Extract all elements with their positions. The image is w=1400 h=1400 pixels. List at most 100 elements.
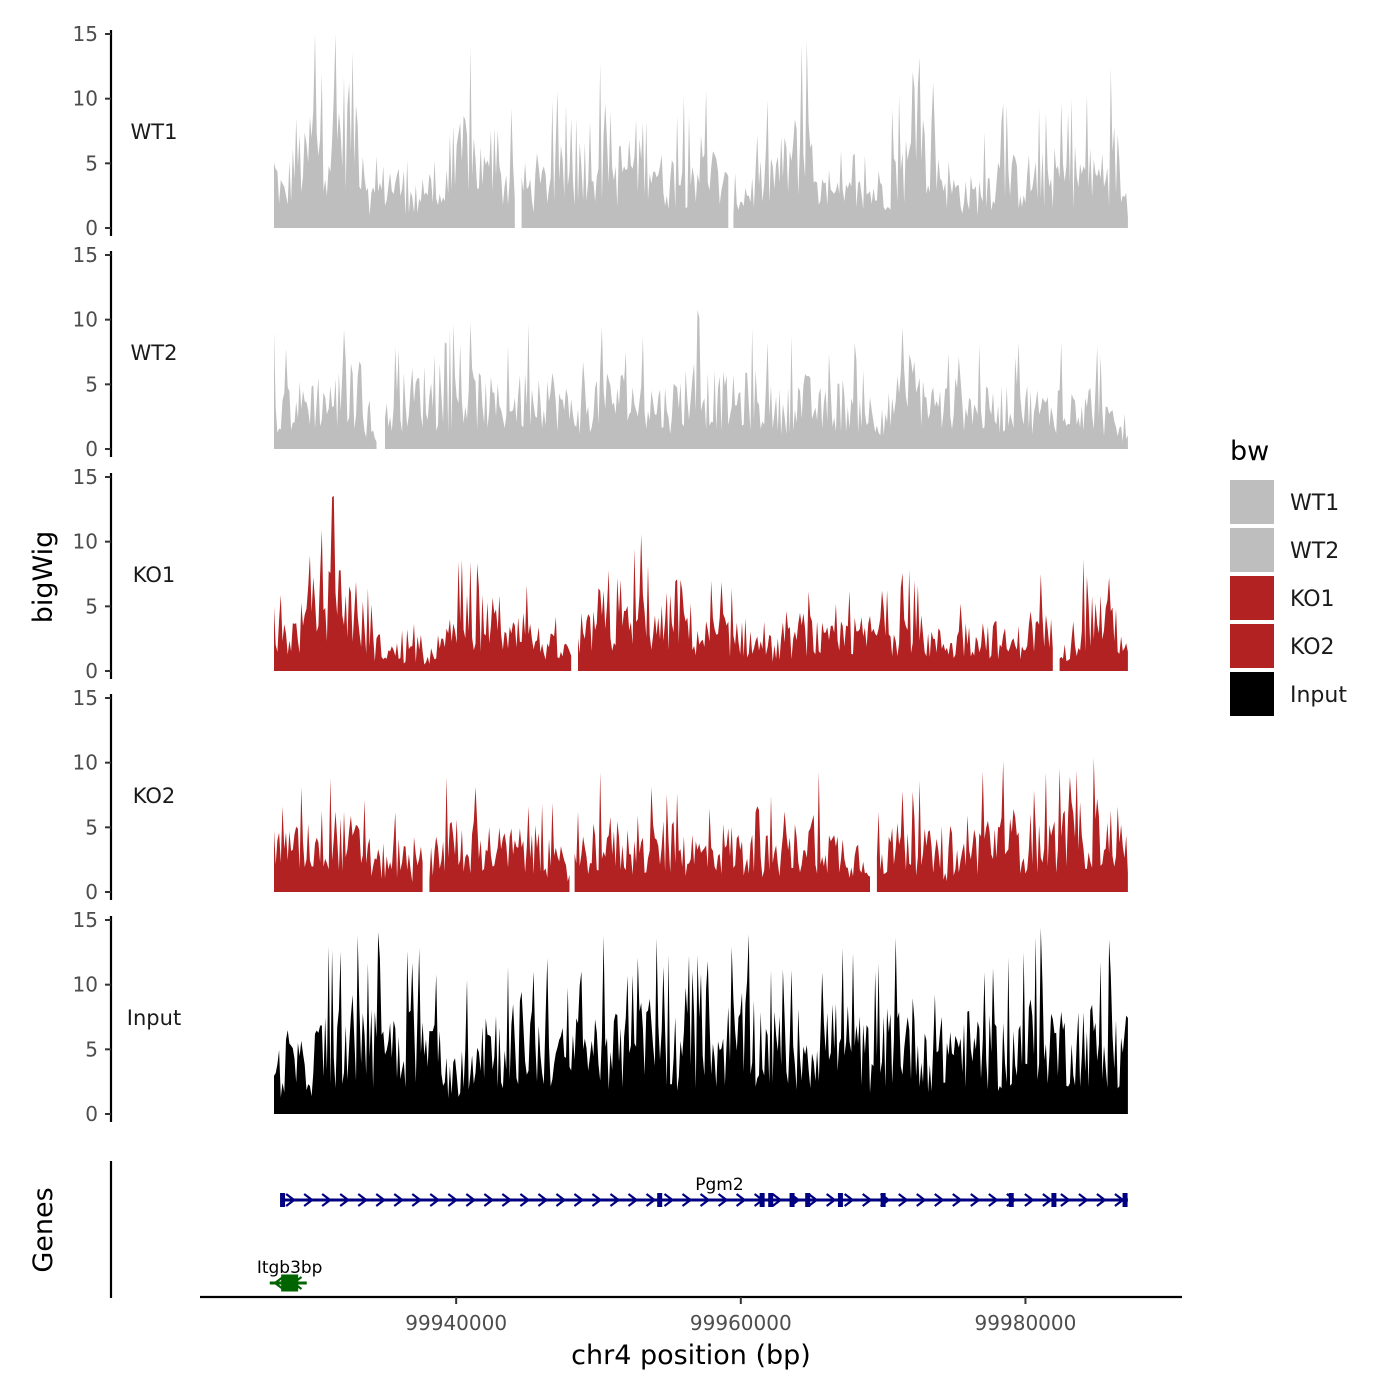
y-tick-label: 0: [85, 437, 98, 461]
strand-chevron: [771, 1193, 783, 1207]
strand-chevron: [573, 1193, 585, 1207]
y-tick-label: 5: [85, 372, 98, 396]
strand-chevron: [843, 1193, 855, 1207]
x-axis: 99940000 99960000 99980000: [200, 1295, 1182, 1335]
exon-mark: [1051, 1193, 1057, 1207]
track-ko2: 0 5 10 15 KO2: [73, 686, 1128, 904]
track-label: WT1: [131, 120, 178, 144]
strand-chevron: [393, 1193, 405, 1207]
strand-chevron: [862, 1193, 873, 1207]
y-tick-label: 0: [85, 659, 98, 683]
track-wt2: 0 5 10 15 WT2: [73, 243, 1128, 461]
x-tick-label: 99960000: [690, 1311, 792, 1335]
strand-chevron: [429, 1193, 441, 1207]
track-label: Input: [127, 1006, 181, 1030]
exon-mark: [880, 1193, 886, 1207]
y-axis-title: bigWig: [28, 531, 59, 624]
track-ko1: 0 5 10 15 KO1: [73, 465, 1128, 683]
strand-chevron: [645, 1193, 657, 1207]
track-label: KO1: [133, 563, 176, 587]
coverage-area-ko1: [1059, 558, 1128, 671]
exon-mark: [281, 1274, 299, 1292]
strand-chevron: [273, 1276, 284, 1290]
strand-chevron: [303, 1193, 314, 1207]
strand-chevron: [483, 1193, 495, 1207]
strand-chevron: [447, 1193, 459, 1207]
strand-chevron: [519, 1193, 531, 1207]
legend-label-input: Input: [1290, 683, 1347, 708]
strand-chevron: [916, 1193, 927, 1207]
strand-chevron: [970, 1193, 981, 1207]
y-tick-label: 5: [85, 594, 98, 618]
strand-chevron: [717, 1193, 729, 1207]
exon-mark: [1122, 1193, 1128, 1207]
legend-swatch-wt2: [1230, 528, 1274, 572]
exon-mark: [805, 1193, 811, 1207]
strand-chevron: [465, 1193, 477, 1207]
bigwig-panels: 0 5 10 15 WT1 0 5 10 15 WT2 0 5 10 15 KO1 0 5 10 15 KO2 0 5 10…: [73, 22, 1128, 1126]
y-tick-label: 15: [73, 465, 98, 489]
coverage-area-ko2: [429, 777, 570, 892]
coverage-area-input: [274, 927, 1128, 1114]
strand-chevron: [1060, 1193, 1071, 1207]
strand-chevron: [1078, 1193, 1089, 1207]
y-tick-label: 10: [73, 308, 98, 332]
exon-mark: [657, 1193, 663, 1207]
coverage-area-ko2: [876, 757, 1128, 892]
strand-chevron: [537, 1193, 549, 1207]
strand-chevron: [411, 1193, 423, 1207]
strand-chevron: [1096, 1193, 1107, 1207]
y-tick-label: 10: [73, 973, 98, 997]
coverage-area-wt2: [274, 330, 377, 449]
strand-chevron: [627, 1193, 639, 1207]
legend-title: bw: [1230, 436, 1269, 467]
strand-chevron: [339, 1193, 351, 1207]
strand-chevron: [699, 1193, 711, 1207]
y-tick-label: 15: [73, 22, 98, 46]
y-tick-label: 10: [73, 751, 98, 775]
strand-chevron: [285, 1193, 296, 1207]
y-tick-label: 10: [73, 87, 98, 111]
coverage-area-ko2: [274, 778, 423, 892]
legend-swatch-input: [1230, 672, 1274, 716]
y-tick-label: 10: [73, 530, 98, 554]
y-tick-label: 15: [73, 908, 98, 932]
track-label: KO2: [133, 784, 176, 808]
gene-label: Pgm2: [695, 1175, 743, 1195]
strand-chevron: [555, 1193, 567, 1207]
legend-swatch-ko1: [1230, 576, 1274, 620]
strand-chevron: [825, 1193, 837, 1207]
strand-chevron: [663, 1193, 675, 1207]
x-tick-label: 99940000: [405, 1311, 507, 1335]
coverage-area-wt2: [385, 309, 1128, 449]
legend-label-ko2: KO2: [1290, 635, 1335, 660]
gene-itgb3bp: Itgb3bp: [257, 1258, 323, 1292]
coverage-area-wt1: [521, 63, 729, 229]
strand-chevron: [1042, 1193, 1053, 1207]
exon-mark: [759, 1193, 765, 1207]
x-tick-label: 99980000: [975, 1311, 1077, 1335]
exon-mark: [1008, 1193, 1014, 1207]
coverage-area-wt1: [733, 41, 1128, 229]
coverage-area-ko1: [578, 534, 1053, 671]
strand-chevron: [681, 1193, 693, 1207]
strand-chevron: [988, 1193, 999, 1207]
strand-chevron: [1024, 1193, 1035, 1207]
track-label: WT2: [131, 341, 178, 365]
legend-label-wt2: WT2: [1290, 539, 1339, 564]
coverage-area-ko1: [274, 495, 572, 671]
legend-label-ko1: KO1: [1290, 587, 1335, 612]
strand-chevron: [934, 1193, 945, 1207]
coverage-area-ko2: [574, 771, 870, 892]
strand-chevron: [591, 1193, 603, 1207]
track-input: 0 5 10 15 Input: [73, 908, 1128, 1126]
y-tick-label: 0: [85, 216, 98, 240]
strand-chevron: [321, 1193, 332, 1207]
legend-swatch-ko2: [1230, 624, 1274, 668]
y-tick-label: 0: [85, 1102, 98, 1126]
legend-swatch-wt1: [1230, 480, 1274, 524]
gene-pgm2: Pgm2: [280, 1175, 1128, 1207]
gene-label: Itgb3bp: [257, 1258, 323, 1278]
strand-chevron: [609, 1193, 621, 1207]
